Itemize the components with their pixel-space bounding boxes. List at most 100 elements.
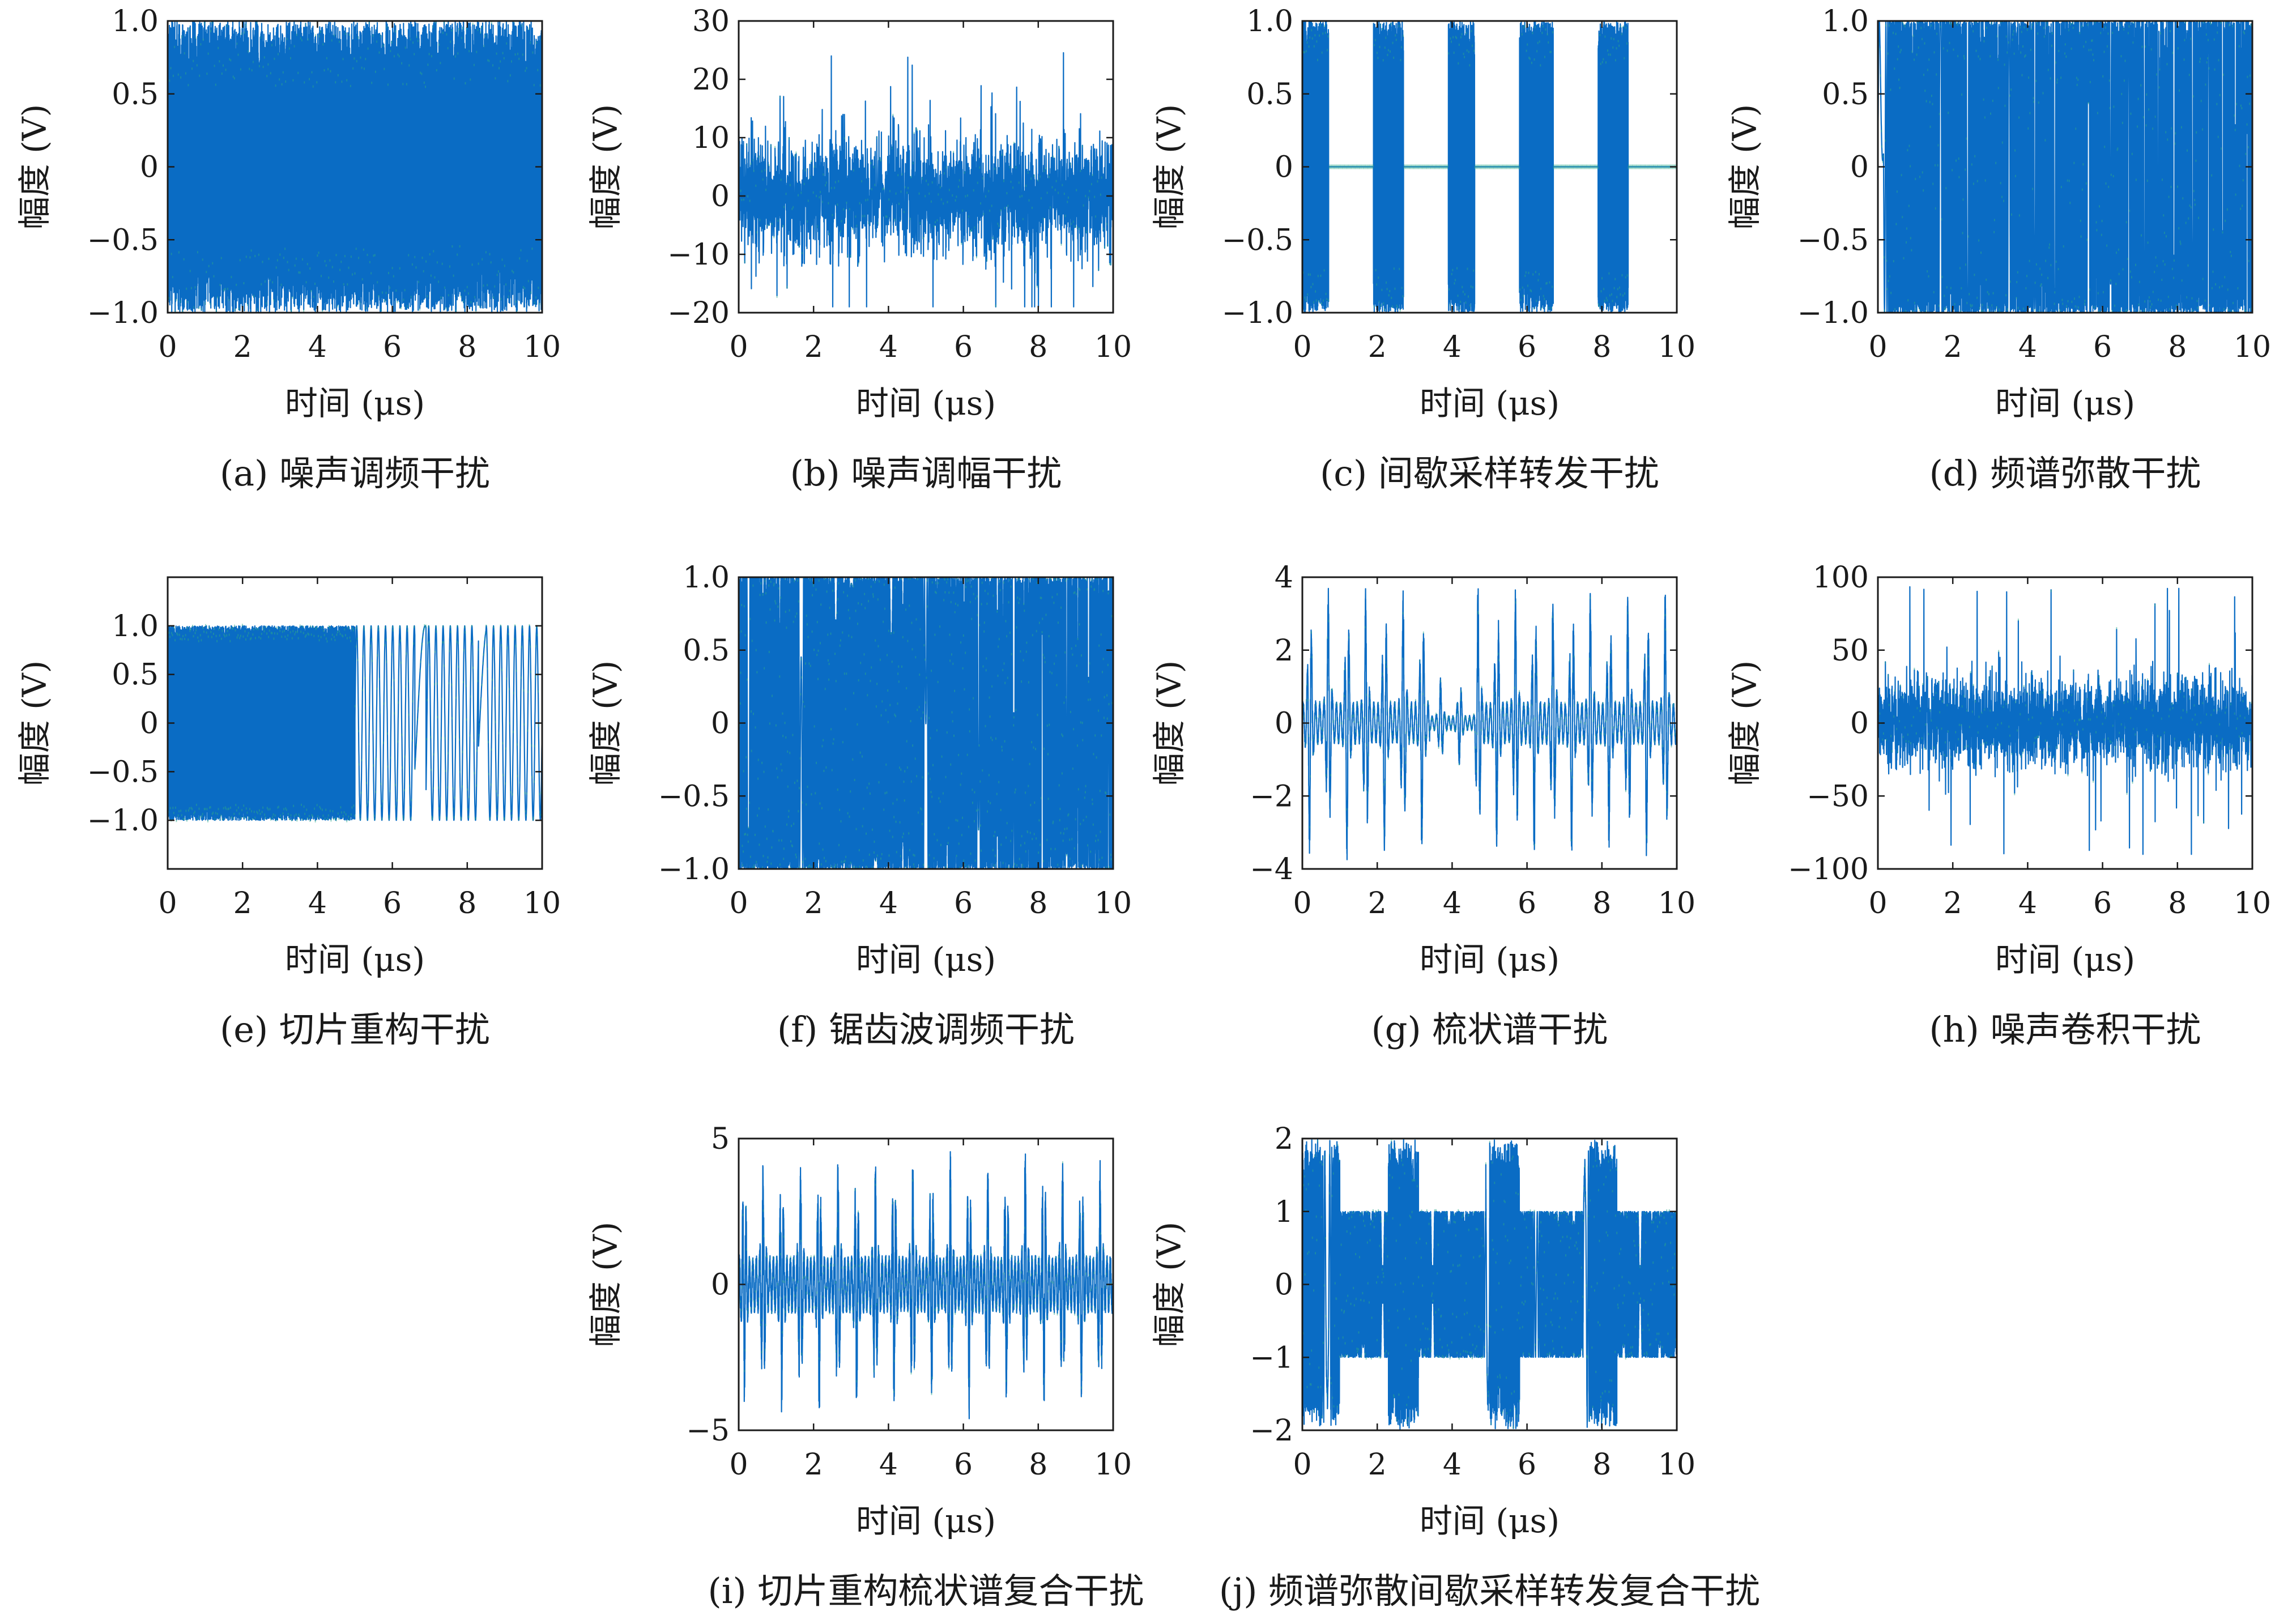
y-tick-label-c: 1.0: [1246, 5, 1293, 39]
x-tick-label-b: 2: [804, 330, 823, 364]
x-tick-label-a: 2: [233, 330, 252, 364]
panel-e: 0 2 4 6 8 10 1.0 0.5 0 −0.5 −1.0 时间 (μs) 幅度 (V) (e) 切…: [15, 576, 561, 1050]
y-tick-label-d: −0.5: [1797, 223, 1869, 257]
y-axis-label-e: 幅度 (V): [15, 660, 54, 786]
caption-g: (g) 梳状谱干扰: [1371, 1009, 1608, 1050]
caption-f: (f) 锯齿波调频干扰: [777, 1009, 1075, 1050]
x-tick-label-h: 8: [2168, 886, 2187, 920]
y-tick-label-d: 0.5: [1822, 78, 1869, 112]
x-tick-label-f: 10: [1094, 886, 1132, 920]
y-tick-label-b: 10: [692, 121, 730, 155]
x-tick-label-a: 6: [383, 330, 402, 364]
x-tick-label-a: 0: [158, 330, 177, 364]
x-axis-label-h: 时间 (μs): [1995, 940, 2135, 979]
caption-j: (j) 频谱弥散间歇采样转发复合干扰: [1219, 1570, 1760, 1612]
panel-h: 0 2 4 6 8 10 100 50 0 −50 −100 时间 (μs) 幅度 (V) (h) 噪声卷…: [1726, 561, 2271, 1050]
y-tick-label-b: 0: [711, 180, 730, 214]
x-tick-label-a: 10: [523, 330, 561, 364]
caption-c: (c) 间歇采样转发干扰: [1320, 453, 1659, 494]
x-axis-label-d: 时间 (μs): [1995, 384, 2135, 423]
x-tick-label-c: 0: [1293, 330, 1311, 364]
x-tick-label-j: 10: [1658, 1448, 1695, 1482]
y-tick-label-e: 0.5: [112, 658, 159, 692]
y-tick-label-e: −0.5: [87, 755, 159, 789]
x-tick-label-j: 4: [1443, 1448, 1462, 1482]
caption-d: (d) 频谱弥散干扰: [1929, 453, 2201, 494]
y-tick-label-e: −1.0: [87, 804, 159, 838]
y-tick-label-d: 0: [1850, 151, 1869, 185]
y-axis-label-d: 幅度 (V): [1726, 104, 1764, 230]
x-tick-label-c: 2: [1368, 330, 1387, 364]
y-tick-label-e: 1.0: [112, 609, 159, 643]
y-tick-label-j: 0: [1275, 1268, 1293, 1302]
x-axis-label-c: 时间 (μs): [1420, 384, 1560, 423]
x-tick-label-i: 4: [879, 1448, 898, 1482]
x-tick-label-b: 0: [729, 330, 748, 364]
y-tick-label-j: 2: [1275, 1122, 1293, 1156]
x-tick-label-e: 6: [383, 886, 402, 920]
y-axis-label-f: 幅度 (V): [586, 660, 625, 786]
x-tick-label-c: 6: [1518, 330, 1536, 364]
y-tick-label-h: −100: [1788, 853, 1869, 886]
x-tick-label-e: 10: [523, 886, 561, 920]
series-line-h: [1878, 586, 2252, 855]
y-tick-label-a: 1.0: [112, 5, 159, 39]
x-tick-label-e: 0: [158, 886, 177, 920]
y-tick-label-f: 0.5: [683, 634, 730, 668]
x-tick-label-b: 4: [879, 330, 898, 364]
y-tick-label-a: −0.5: [87, 223, 159, 257]
y-tick-label-g: −2: [1250, 779, 1293, 813]
axes-frame-b: [738, 20, 1114, 314]
panel-f: 0 2 4 6 8 10 1.0 0.5 0 −0.5 −1.0 时间 (μs) 幅度 (V) (f) 锯…: [586, 561, 1132, 1050]
y-tick-label-g: 2: [1275, 634, 1293, 668]
y-tick-label-c: 0.5: [1246, 78, 1293, 112]
x-tick-label-g: 0: [1293, 886, 1311, 920]
x-tick-label-d: 2: [1944, 330, 1962, 364]
x-tick-label-d: 8: [2168, 330, 2187, 364]
y-tick-label-h: 50: [1831, 634, 1869, 668]
y-tick-label-i: 0: [711, 1268, 730, 1302]
x-tick-label-i: 8: [1029, 1448, 1047, 1482]
y-tick-label-a: 0: [140, 151, 159, 185]
x-tick-label-d: 10: [2234, 330, 2271, 364]
panel-c: 0 2 4 6 8 10 1.0 0.5 0 −0.5 −1.0 时间 (μs) 幅度 (V) (c) 间…: [1150, 5, 1695, 494]
y-axis-label-j: 幅度 (V): [1150, 1222, 1188, 1348]
caption-i: (i) 切片重构梳状谱复合干扰: [708, 1570, 1144, 1612]
panel-a: 0 2 4 6 8 10 1.0 0.5 0 −0.5 −1.0 时间 (μs) 幅度 (V) (a) 噪…: [15, 5, 561, 494]
series-line-f: [739, 577, 1113, 869]
x-tick-label-f: 4: [879, 886, 898, 920]
y-tick-label-i: −5: [686, 1414, 730, 1448]
x-tick-label-i: 2: [804, 1448, 823, 1482]
y-axis-label-g: 幅度 (V): [1150, 660, 1188, 786]
caption-b: (b) 噪声调幅干扰: [790, 453, 1062, 494]
y-tick-label-b: 30: [692, 5, 730, 39]
x-tick-label-h: 10: [2234, 886, 2271, 920]
y-tick-label-d: 1.0: [1822, 5, 1869, 39]
y-axis-label-i: 幅度 (V): [586, 1222, 625, 1348]
x-tick-label-g: 4: [1443, 886, 1462, 920]
x-tick-label-e: 4: [308, 886, 327, 920]
y-tick-label-e: 0: [140, 707, 159, 741]
x-tick-label-f: 6: [954, 886, 973, 920]
y-tick-label-g: −4: [1250, 853, 1293, 886]
x-tick-label-d: 0: [1868, 330, 1887, 364]
x-tick-label-i: 0: [729, 1448, 748, 1482]
y-axis-label-h: 幅度 (V): [1726, 660, 1764, 786]
y-axis-label-c: 幅度 (V): [1150, 104, 1188, 230]
x-tick-label-g: 10: [1658, 886, 1695, 920]
y-tick-label-g: 0: [1275, 707, 1293, 741]
x-tick-label-h: 2: [1944, 886, 1962, 920]
y-tick-label-h: −50: [1807, 779, 1869, 813]
y-tick-label-h: 0: [1850, 707, 1869, 741]
x-tick-label-a: 8: [458, 330, 476, 364]
x-tick-label-f: 2: [804, 886, 823, 920]
y-tick-label-f: 0: [711, 707, 730, 741]
x-tick-label-d: 4: [2018, 330, 2037, 364]
x-tick-label-a: 4: [308, 330, 327, 364]
x-tick-label-h: 4: [2018, 886, 2037, 920]
x-tick-label-b: 10: [1094, 330, 1132, 364]
caption-e: (e) 切片重构干扰: [220, 1009, 490, 1050]
caption-a: (a) 噪声调频干扰: [220, 453, 490, 494]
